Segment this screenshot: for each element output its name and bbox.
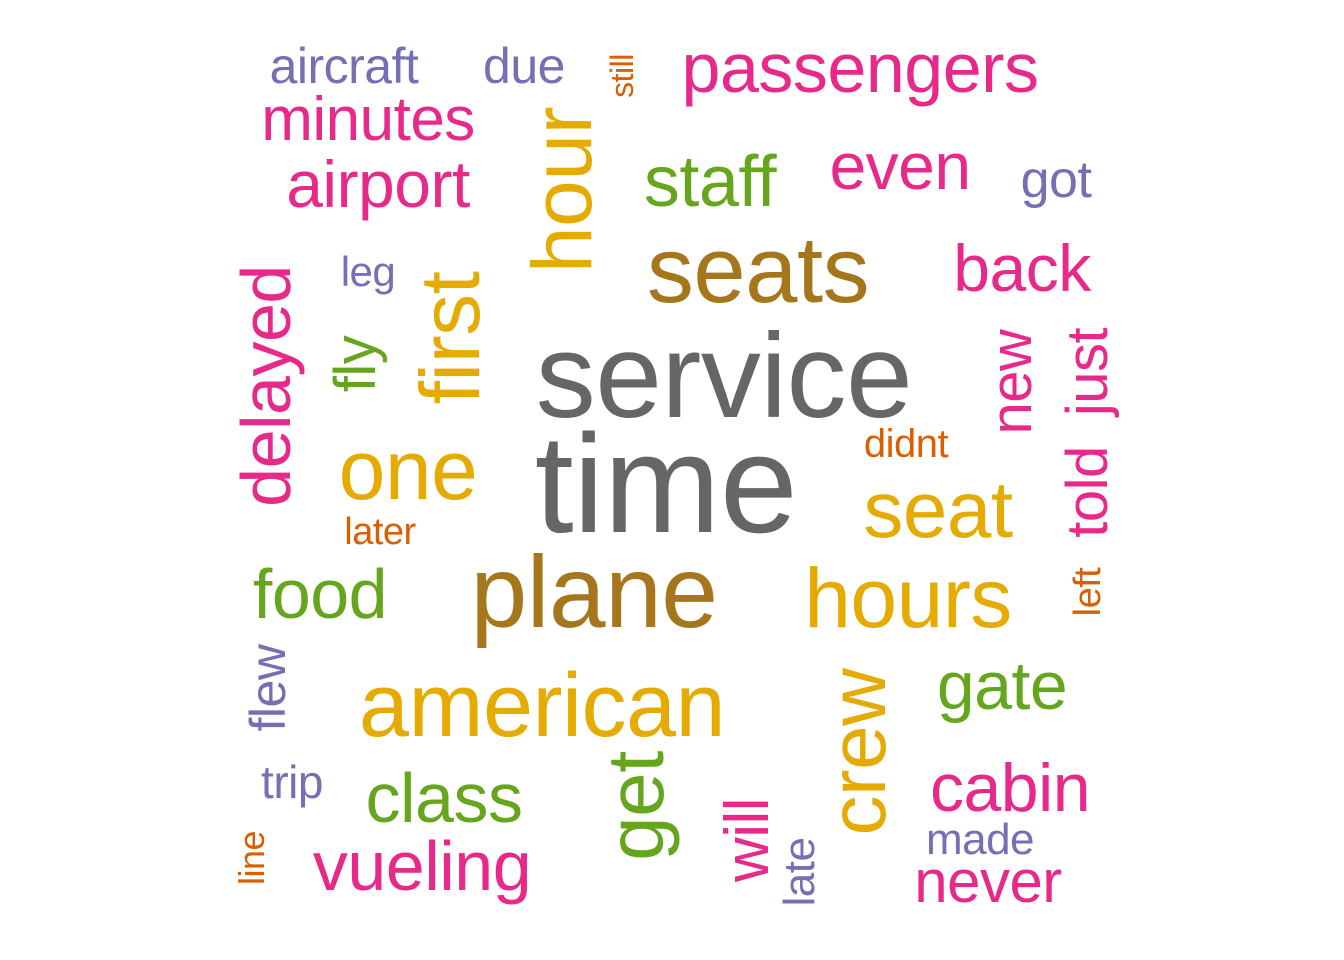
word-first: first — [403, 271, 497, 405]
word-passengers: passengers — [681, 29, 1039, 107]
word-left: left — [1067, 567, 1109, 617]
word-leg: leg — [340, 248, 396, 295]
word-class: class — [365, 759, 523, 837]
word-time: time — [534, 405, 798, 562]
word-didnt: didnt — [863, 422, 949, 466]
word-one: one — [338, 423, 478, 517]
word-food: food — [252, 555, 388, 633]
word-gate: gate — [936, 648, 1068, 724]
word-trip: trip — [261, 756, 323, 808]
word-back: back — [953, 231, 1091, 305]
word-service: service — [535, 309, 913, 443]
word-aircraft: aircraft — [269, 38, 419, 94]
word-told: told — [1055, 446, 1120, 538]
word-flew: flew — [240, 644, 296, 732]
word-airport: airport — [286, 147, 470, 221]
word-seats: seats — [646, 217, 870, 322]
word-fly: fly — [323, 335, 388, 393]
word-hour: hour — [515, 106, 609, 274]
word-late: late — [775, 837, 824, 907]
word-got: got — [1020, 151, 1092, 209]
word-minutes: minutes — [261, 85, 475, 154]
word-never: never — [914, 848, 1062, 915]
word-line: line — [231, 830, 272, 886]
word-american: american — [358, 656, 726, 756]
word-just: just — [1055, 327, 1120, 417]
word-will: will — [713, 797, 782, 883]
word-due: due — [483, 38, 565, 94]
word-seat: seat — [863, 465, 1013, 554]
word-plane: plane — [470, 535, 718, 649]
word-get: get — [591, 751, 680, 861]
word-still: still — [604, 54, 640, 98]
word-crew: crew — [813, 668, 902, 836]
word-delayed: delayed — [227, 265, 305, 507]
word-made: made — [925, 815, 1035, 864]
word-new: new — [979, 329, 1044, 435]
word-vueling: vueling — [312, 827, 532, 905]
word-even: even — [829, 129, 971, 203]
word-hours: hours — [804, 551, 1012, 645]
word-cabin: cabin — [929, 750, 1091, 826]
word-later: later — [344, 511, 416, 553]
word-staff: staff — [643, 142, 777, 222]
